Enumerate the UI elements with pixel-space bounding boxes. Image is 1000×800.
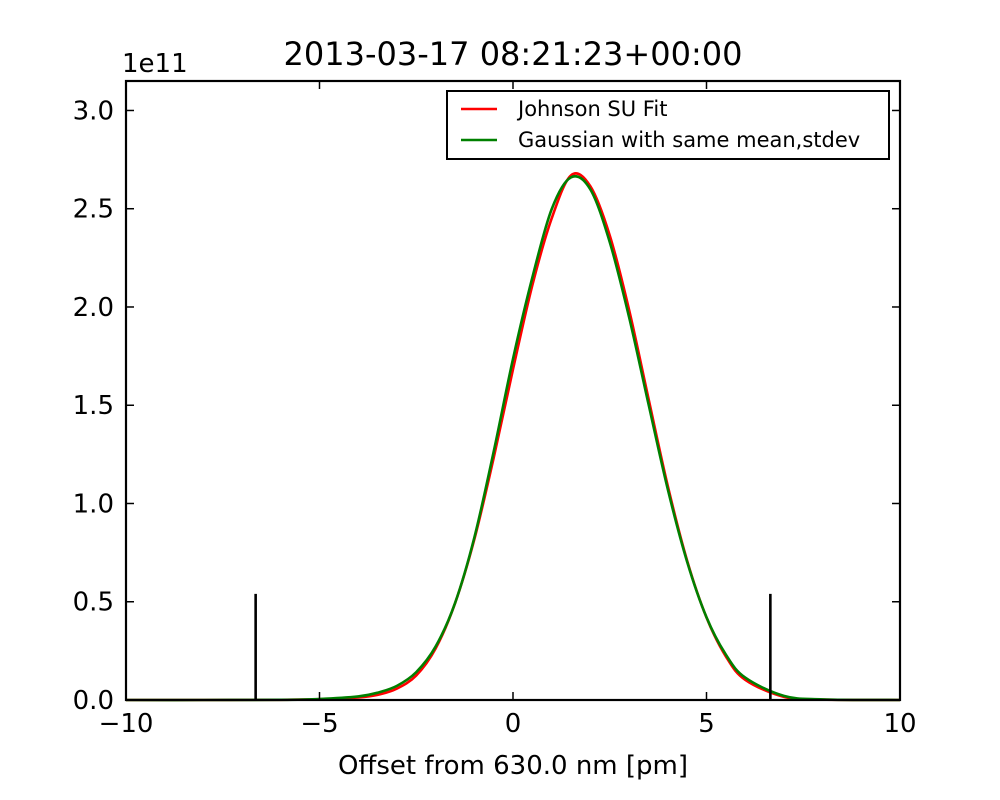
y-axis: 0.0 0.5 1.0 1.5 2.0 2.5 3.0 — [73, 96, 900, 716]
y-tick-label: 1.5 — [73, 391, 114, 421]
series-line-gaussian — [125, 174, 901, 702]
legend-label-gaussian: Gaussian with same mean,stdev — [518, 128, 860, 152]
plot-frame — [124, 79, 902, 702]
y-tick-label: 0.0 — [73, 686, 114, 716]
x-axis-label: Offset from 630.0 nm [pm] — [338, 751, 688, 781]
y-tick-label: 0.5 — [73, 588, 114, 618]
y-tick-label: 2.0 — [73, 293, 114, 323]
x-tick-label: −10 — [99, 709, 154, 739]
legend: Johnson SU Fit Gaussian with same mean,s… — [446, 90, 890, 160]
x-tick-label: 10 — [883, 709, 916, 739]
chart-title: 2013-03-17 08:21:23+00:00 — [284, 35, 743, 73]
series-line-johnson-su-fit — [125, 172, 901, 702]
x-tick-label: −5 — [300, 709, 338, 739]
y-tick-label: 2.5 — [73, 195, 114, 225]
legend-label-johnson: Johnson SU Fit — [516, 97, 667, 121]
legend-box — [446, 90, 890, 160]
x-tick-label: 0 — [505, 709, 522, 739]
x-tick-label: 5 — [698, 709, 715, 739]
y-tick-label: 3.0 — [73, 96, 114, 126]
y-tick-label: 1.0 — [73, 489, 114, 519]
x-axis: −10 −5 0 5 10 — [99, 81, 917, 739]
plot-marks — [125, 172, 901, 702]
y-scale-label: 1e11 — [122, 49, 188, 79]
